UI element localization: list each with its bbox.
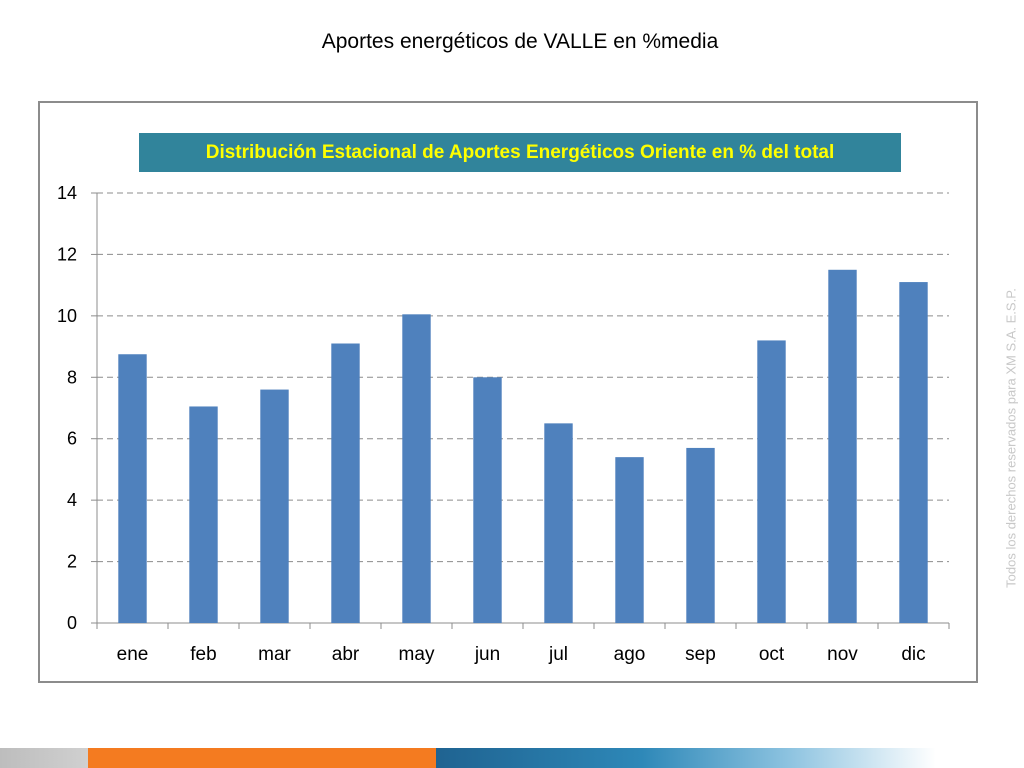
x-tick-label: nov [827,644,858,665]
x-tick-label: ene [117,644,149,665]
x-tick-label: jul [548,644,568,665]
y-tick-label: 8 [67,367,77,387]
y-tick-label: 14 [57,183,77,203]
bar-feb [189,406,218,623]
x-tick-label: abr [332,644,360,665]
x-tick-label: oct [759,644,785,665]
footer-stripe-orange [88,748,436,768]
y-tick-label: 4 [67,490,77,510]
x-tick-label: feb [190,644,216,665]
bar-abr [331,343,360,623]
bar-jun [473,377,502,623]
x-tick-label: ago [614,644,646,665]
footer-stripe-gray [0,748,88,768]
x-tick-label: mar [258,644,291,665]
bar-may [402,314,431,623]
y-tick-label: 6 [67,429,77,449]
x-tick-label: may [399,644,435,665]
bar-oct [757,340,786,623]
footer-stripe-blue [436,748,1024,768]
y-tick-label: 10 [57,306,77,326]
bar-sep [686,447,715,623]
y-tick-label: 12 [57,244,77,264]
y-tick-label: 0 [67,613,77,633]
bar-dic [899,282,928,623]
x-tick-label: sep [685,644,716,665]
bar-mar [260,389,289,623]
bar-ene [118,354,147,623]
bar-ago [615,457,644,623]
y-tick-label: 2 [67,552,77,572]
x-tick-label: dic [901,644,925,665]
chart-title: Distribución Estacional de Aportes Energ… [139,133,901,172]
x-tick-label: jun [474,644,500,665]
slide-title: Aportes energéticos de VALLE en %media [321,30,719,53]
bar-nov [828,269,857,623]
bar-jul [544,423,573,623]
copyright-watermark: Todos los derechos reservados para XM S.… [1003,288,1019,588]
